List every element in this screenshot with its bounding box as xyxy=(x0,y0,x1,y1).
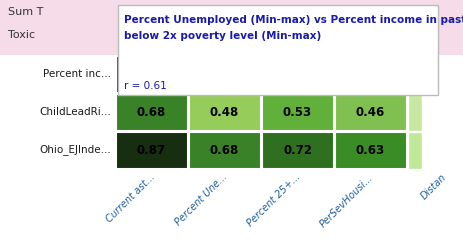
FancyBboxPatch shape xyxy=(334,56,407,93)
Text: Percent 25+...: Percent 25+... xyxy=(246,172,302,229)
FancyBboxPatch shape xyxy=(407,131,421,168)
Text: 0.53: 0.53 xyxy=(283,105,312,119)
Text: 0.65: 0.65 xyxy=(283,67,312,81)
Text: PerSevHousi...: PerSevHousi... xyxy=(319,172,375,229)
FancyBboxPatch shape xyxy=(334,131,407,168)
Text: Ohio_EJInde...: Ohio_EJInde... xyxy=(39,145,111,155)
Text: -0.05: -0.05 xyxy=(285,7,309,17)
FancyBboxPatch shape xyxy=(118,5,438,95)
FancyBboxPatch shape xyxy=(115,56,188,93)
Text: -0.06: -0.06 xyxy=(139,7,163,17)
Text: -0.01: -0.01 xyxy=(213,31,236,39)
Text: below 2x poverty level (Min-max): below 2x poverty level (Min-max) xyxy=(124,31,321,41)
Text: Toxic: Toxic xyxy=(8,30,35,40)
FancyBboxPatch shape xyxy=(407,93,421,130)
FancyBboxPatch shape xyxy=(188,56,261,93)
FancyBboxPatch shape xyxy=(188,131,261,168)
Text: -0.93: -0.93 xyxy=(213,7,236,17)
FancyBboxPatch shape xyxy=(262,131,333,168)
FancyBboxPatch shape xyxy=(188,93,261,130)
Text: ChildLeadRi...: ChildLeadRi... xyxy=(39,107,111,117)
Text: Sum T: Sum T xyxy=(8,7,44,17)
Text: 0.72: 0.72 xyxy=(283,144,312,156)
Text: 0.68: 0.68 xyxy=(137,105,166,119)
Text: 0.67: 0.67 xyxy=(356,67,385,81)
Text: 0.68: 0.68 xyxy=(210,144,239,156)
Text: Distan: Distan xyxy=(419,172,449,201)
FancyBboxPatch shape xyxy=(334,93,407,130)
FancyBboxPatch shape xyxy=(0,0,463,55)
Text: Percent Unemployed (Min-max) vs Percent income in past year: Percent Unemployed (Min-max) vs Percent … xyxy=(124,15,463,25)
FancyBboxPatch shape xyxy=(262,56,333,93)
Text: 0.63: 0.63 xyxy=(356,144,385,156)
FancyBboxPatch shape xyxy=(115,131,188,168)
Text: 0.87: 0.87 xyxy=(137,144,166,156)
FancyBboxPatch shape xyxy=(0,55,463,248)
Text: -0.02: -0.02 xyxy=(358,31,382,39)
Text: Percent inc...: Percent inc... xyxy=(43,69,111,79)
Text: Percent Une...: Percent Une... xyxy=(174,172,230,228)
Text: Current ast...: Current ast... xyxy=(104,172,156,225)
FancyBboxPatch shape xyxy=(115,93,188,130)
Text: 0.61: 0.61 xyxy=(210,67,239,81)
Text: 0.48: 0.48 xyxy=(210,105,239,119)
Text: 0: 0 xyxy=(294,31,300,39)
Text: r = 0.61: r = 0.61 xyxy=(124,81,167,91)
Text: 0.87: 0.87 xyxy=(137,67,166,81)
FancyBboxPatch shape xyxy=(262,93,333,130)
Text: -0.01: -0.01 xyxy=(139,31,163,39)
Text: -0.05: -0.05 xyxy=(358,7,382,17)
Text: 0.46: 0.46 xyxy=(356,105,385,119)
FancyBboxPatch shape xyxy=(407,56,421,93)
